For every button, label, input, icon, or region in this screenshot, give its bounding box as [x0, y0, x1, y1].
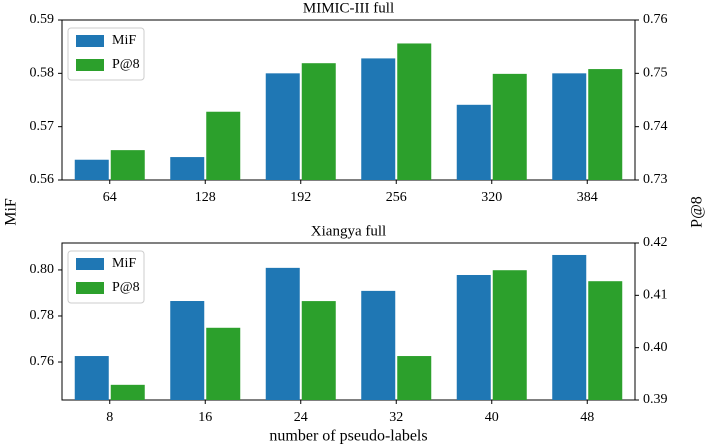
legend-swatch [76, 282, 104, 294]
legend-label: MiF [112, 256, 136, 271]
bar [552, 73, 587, 180]
x-tick-label: 256 [386, 190, 407, 205]
bar [206, 327, 241, 400]
x-tick-label: 16 [198, 410, 212, 425]
bar [492, 270, 527, 400]
y2-tick-label: 0.39 [643, 392, 668, 407]
x-tick-label: 8 [106, 410, 113, 425]
y2-tick-label: 0.76 [643, 12, 668, 27]
y-tick-label: 0.78 [30, 308, 55, 323]
y-tick-label: 0.59 [30, 12, 55, 27]
bar [265, 267, 300, 400]
y-tick-label: 0.58 [30, 66, 55, 81]
chart-title: Xiangya full [311, 223, 386, 239]
y-tick-label: 0.80 [30, 262, 55, 277]
bar [206, 111, 241, 180]
legend-swatch [76, 258, 104, 270]
y-tick-label: 0.57 [30, 119, 55, 134]
x-tick-label: 320 [481, 190, 502, 205]
y2-axis-label: P@8 [689, 196, 706, 228]
bar [456, 104, 491, 180]
bar [361, 58, 396, 180]
bar [456, 274, 491, 400]
bar [552, 254, 587, 400]
x-tick-label: 48 [580, 410, 594, 425]
bar [74, 159, 109, 180]
y-tick-label: 0.76 [30, 354, 55, 369]
legend-label: MiF [112, 33, 136, 48]
bar [110, 150, 145, 180]
plot-frame [61, 242, 636, 401]
legend-swatch [76, 59, 104, 71]
legend-label: P@8 [112, 57, 140, 72]
x-tick-label: 192 [290, 190, 311, 205]
chart-title: MIMIC-III full [303, 0, 394, 16]
legend-label: P@8 [112, 280, 140, 295]
bar [74, 356, 109, 400]
x-tick-label: 384 [577, 190, 598, 205]
legend-swatch [76, 35, 104, 47]
y2-tick-label: 0.40 [643, 340, 668, 355]
x-tick-label: 40 [485, 410, 499, 425]
bar [301, 63, 336, 181]
y2-tick-label: 0.73 [643, 172, 668, 187]
x-axis-label: number of pseudo-labels [269, 428, 427, 445]
bar [397, 43, 432, 180]
plot-frame [61, 19, 636, 181]
y2-tick-label: 0.74 [643, 119, 668, 134]
x-tick-label: 64 [103, 190, 117, 205]
bar [397, 356, 432, 400]
y2-tick-label: 0.75 [643, 66, 668, 81]
y2-tick-label: 0.41 [643, 288, 668, 303]
bar [588, 69, 623, 180]
y-axis-label: MiF [3, 198, 20, 226]
bar [110, 384, 145, 400]
bar [361, 290, 396, 400]
y2-tick-label: 0.42 [643, 235, 668, 250]
x-tick-label: 24 [294, 410, 308, 425]
bar [170, 301, 205, 400]
y-tick-label: 0.56 [30, 172, 55, 187]
x-tick-label: 128 [195, 190, 216, 205]
bar [492, 73, 527, 180]
bar [265, 73, 300, 180]
x-tick-label: 32 [389, 410, 403, 425]
bar [301, 301, 336, 400]
bar [588, 281, 623, 400]
bar [170, 157, 205, 180]
